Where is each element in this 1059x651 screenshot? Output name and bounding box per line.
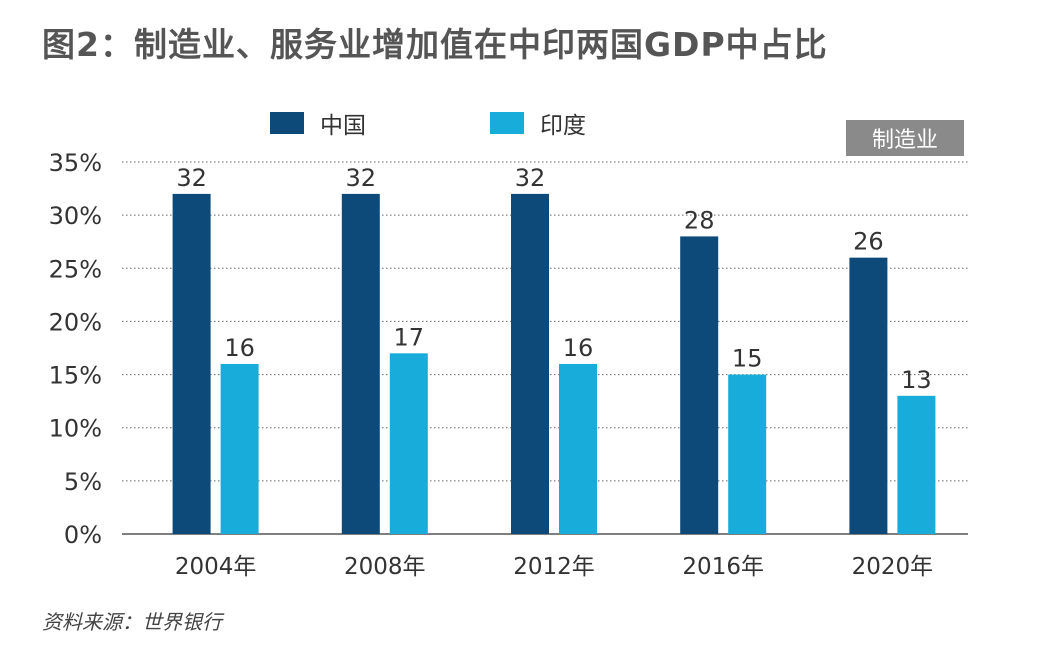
y-tick-label: 10% xyxy=(49,415,102,443)
y-tick-label: 20% xyxy=(49,308,102,336)
bar-china xyxy=(511,193,549,534)
bar-india xyxy=(389,353,428,534)
chart-title: 图2：制造业、服务业增加值在中印两国GDP中占比 xyxy=(42,25,828,64)
bar-india xyxy=(897,395,936,534)
x-tick-label: 2020年 xyxy=(852,554,934,580)
bar-china xyxy=(341,193,380,534)
legend-item-china: 中国 xyxy=(270,106,366,140)
data-label: 32 xyxy=(515,164,546,192)
bar-china xyxy=(172,193,211,534)
y-tick-label: 25% xyxy=(49,255,102,283)
y-tick-label: 35% xyxy=(49,149,102,177)
bar-china xyxy=(680,236,719,534)
legend-swatch-india xyxy=(490,112,524,134)
data-label: 32 xyxy=(346,164,377,192)
y-tick-label: 0% xyxy=(64,521,102,549)
bar-india xyxy=(559,363,597,534)
legend-swatch-china xyxy=(270,112,304,134)
data-label: 13 xyxy=(901,366,932,394)
x-tick-label: 2016年 xyxy=(682,554,764,580)
data-label: 32 xyxy=(176,164,207,192)
sector-badge: 制造业 xyxy=(846,120,964,156)
legend-label-india: 印度 xyxy=(540,113,586,139)
data-label: 15 xyxy=(732,345,763,373)
bar-china xyxy=(849,257,888,534)
legend-label-china: 中国 xyxy=(320,113,366,139)
data-label: 16 xyxy=(224,334,255,362)
data-label: 26 xyxy=(853,228,884,256)
x-tick-label: 2008年 xyxy=(344,554,426,580)
legend-item-india: 印度 xyxy=(490,106,586,140)
x-tick-label: 2004年 xyxy=(175,554,257,580)
data-label: 16 xyxy=(563,334,594,362)
bar-india xyxy=(728,374,767,534)
y-tick-label: 30% xyxy=(49,202,102,230)
bar-india xyxy=(220,363,259,534)
x-tick-label: 2012年 xyxy=(513,554,595,580)
data-label: 17 xyxy=(394,323,425,351)
data-label: 28 xyxy=(684,206,715,234)
y-tick-label: 5% xyxy=(64,468,102,496)
y-tick-label: 15% xyxy=(49,362,102,390)
source-note: 资料来源：世界银行 xyxy=(42,610,222,634)
